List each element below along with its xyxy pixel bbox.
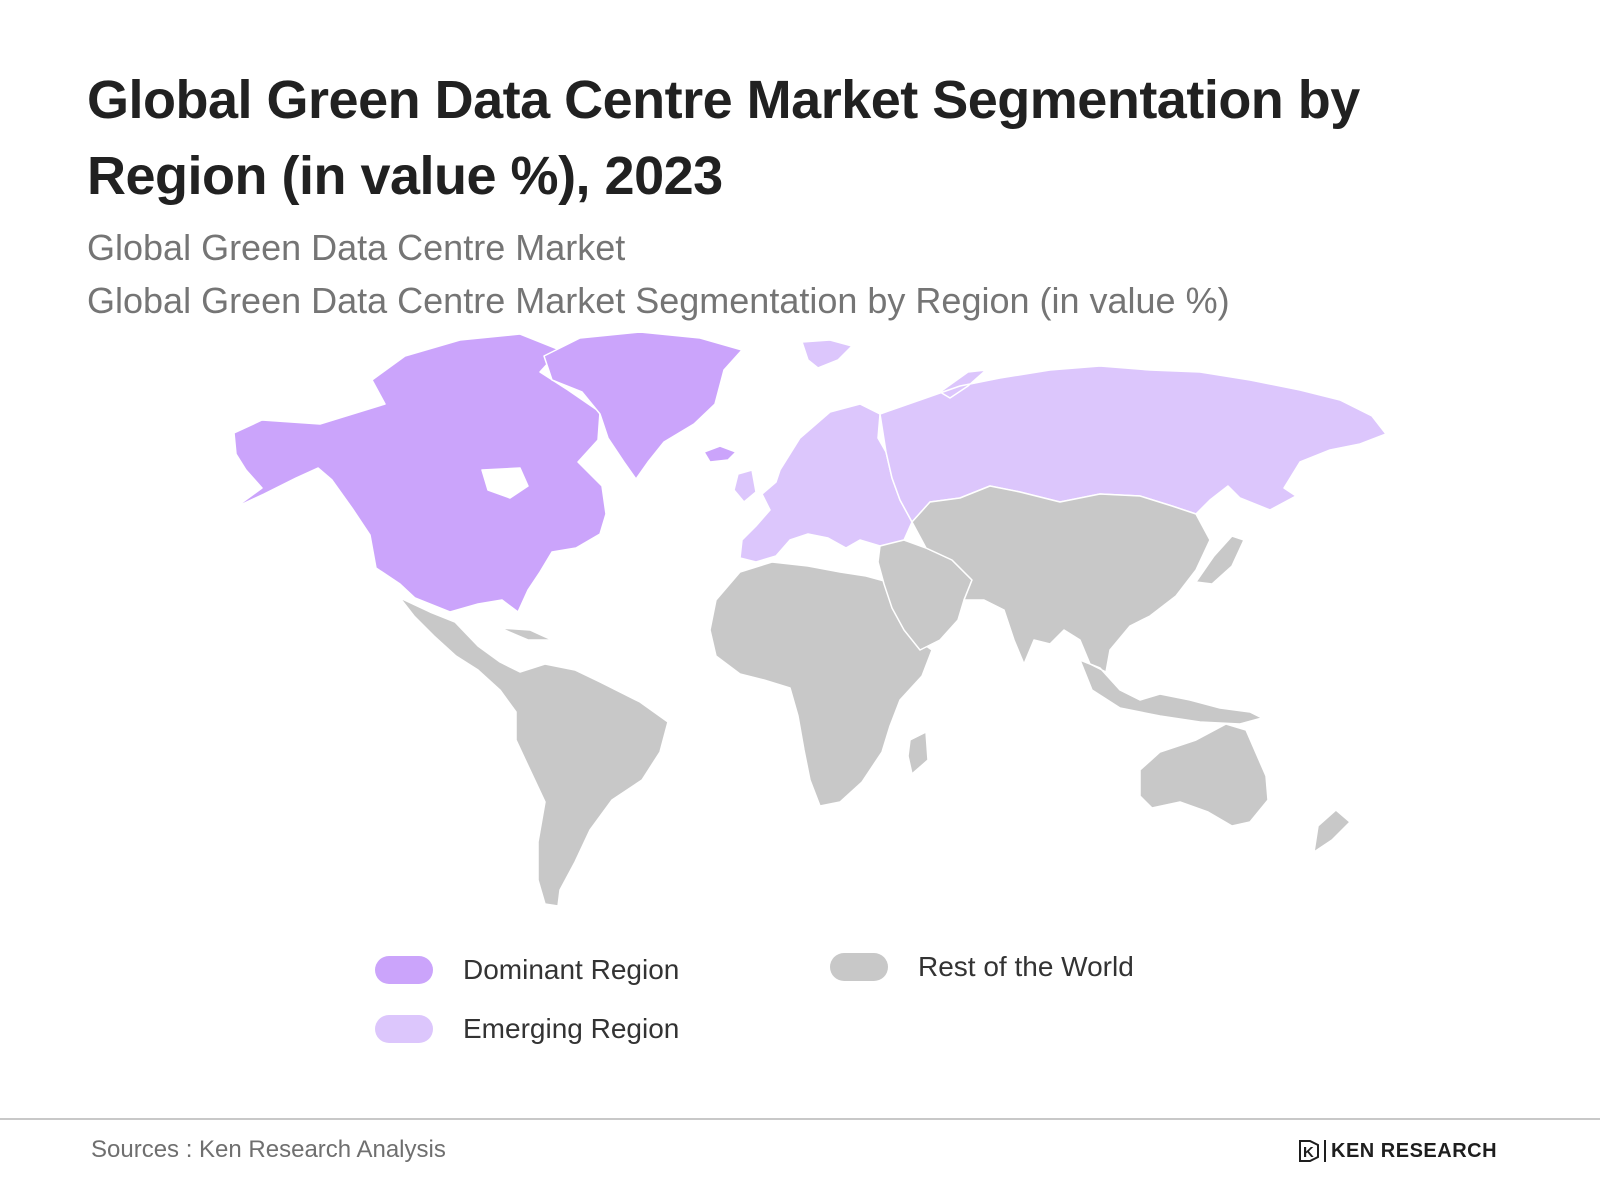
chart-title: Global Green Data Centre Market Segmenta… xyxy=(87,70,1360,206)
region-north-america xyxy=(233,333,607,613)
footer-divider xyxy=(0,1118,1600,1120)
region-iceland xyxy=(703,445,737,463)
legend-swatch-dominant xyxy=(375,956,433,984)
world-map-svg xyxy=(233,333,1387,907)
region-russia xyxy=(879,365,1387,523)
world-map xyxy=(215,333,1425,933)
region-oceania xyxy=(1139,723,1351,853)
legend-label-rest: Rest of the World xyxy=(918,951,1134,982)
legend-swatch-rest xyxy=(830,953,888,981)
legend-label-dominant: Dominant Region xyxy=(463,954,680,985)
brand-separator xyxy=(1324,1140,1326,1162)
region-asia xyxy=(911,485,1263,725)
legend-dominant: Dominant Region xyxy=(375,954,679,986)
legend-label-emerging: Emerging Region xyxy=(463,1013,680,1044)
ken-logo-letter: K xyxy=(1303,1144,1314,1161)
legend-swatch-emerging xyxy=(375,1015,433,1043)
region-greenland xyxy=(543,333,743,480)
region-europe xyxy=(733,339,913,563)
region-latin-america xyxy=(399,597,669,907)
subtitle-segmentation: Global Green Data Centre Market Segmenta… xyxy=(87,280,1230,321)
ken-research-logo: K KEN RESEARCH xyxy=(1298,1139,1497,1163)
legend-rest: Rest of the World xyxy=(830,951,1134,983)
source-note: Sources : Ken Research Analysis xyxy=(91,1136,446,1163)
ken-logo-icon: K xyxy=(1299,1140,1319,1162)
legend-emerging: Emerging Region xyxy=(375,1013,679,1045)
brand-name: KEN RESEARCH xyxy=(1331,1139,1498,1162)
subtitle-market: Global Green Data Centre Market xyxy=(87,227,626,268)
region-africa xyxy=(709,561,933,807)
